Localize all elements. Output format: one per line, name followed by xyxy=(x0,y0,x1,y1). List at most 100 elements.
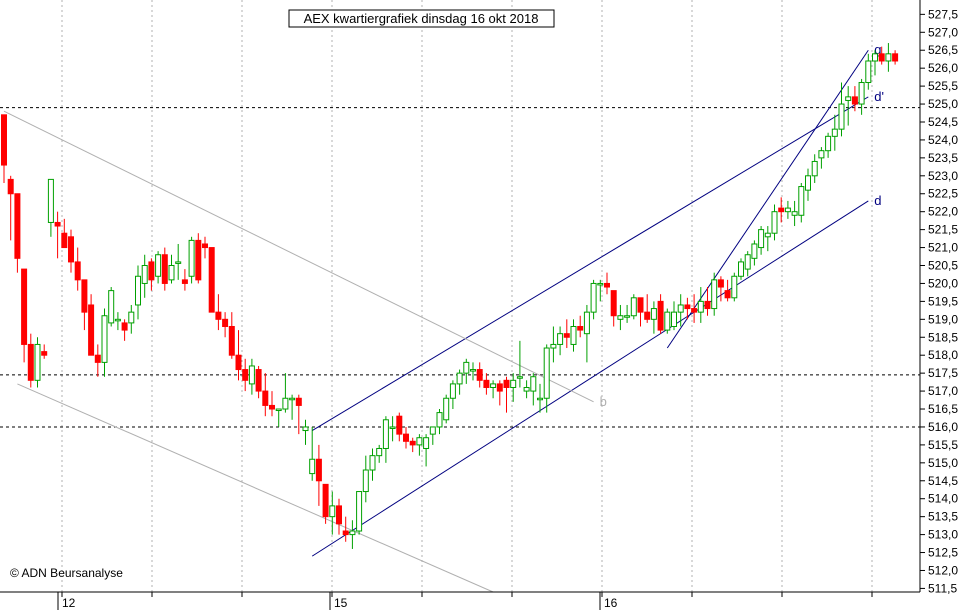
trendline-label: b xyxy=(600,394,607,409)
y-tick-label: 524,0 xyxy=(928,133,958,147)
candle-body xyxy=(805,175,811,191)
candle-body xyxy=(289,397,296,401)
candle-body xyxy=(845,96,852,101)
candle-body xyxy=(664,311,671,331)
y-tick-label: 527,5 xyxy=(928,7,958,21)
candle-body xyxy=(744,254,751,270)
candle-body xyxy=(416,437,423,446)
candle-body xyxy=(503,379,510,388)
candle-body xyxy=(255,369,262,392)
candle-body xyxy=(88,304,95,356)
y-tick-label: 515,0 xyxy=(928,456,958,470)
y-tick-label: 517,5 xyxy=(928,366,958,380)
candle-body xyxy=(68,236,74,263)
trendline xyxy=(311,200,869,557)
candle-body xyxy=(228,325,235,356)
y-tick-label: 521,0 xyxy=(928,241,958,255)
candle-body xyxy=(530,376,537,392)
y-tick-label: 511,5 xyxy=(928,581,957,595)
candle-body xyxy=(523,386,530,392)
y-tick-label: 527,0 xyxy=(928,25,958,39)
candle-body xyxy=(892,53,899,62)
candle-body xyxy=(302,426,309,432)
candle-body xyxy=(188,239,195,277)
candle-body xyxy=(148,261,155,281)
candle-body xyxy=(235,354,242,371)
candle-body xyxy=(21,268,28,345)
trendlines: g d' d b xyxy=(3,42,884,593)
candle-body xyxy=(470,369,476,372)
trendline-label: d xyxy=(874,193,881,208)
candle-body xyxy=(543,347,550,399)
grid xyxy=(61,0,873,592)
y-tick-label: 513,5 xyxy=(928,510,958,524)
candle-body xyxy=(429,426,436,435)
candle-body xyxy=(47,178,54,223)
candle-body xyxy=(791,211,798,216)
candle-body xyxy=(349,530,356,536)
candle-body xyxy=(872,53,878,62)
candle-body xyxy=(771,211,778,234)
candle-body xyxy=(671,311,677,327)
candle-body xyxy=(101,315,108,363)
candle-body xyxy=(456,372,463,385)
y-tick-label: 525,0 xyxy=(928,97,958,111)
candle-body xyxy=(309,458,316,475)
candle-body xyxy=(135,275,141,306)
candle-body xyxy=(181,279,188,284)
candle-body xyxy=(617,315,624,320)
candle-body xyxy=(697,300,704,313)
candle-body xyxy=(510,379,517,388)
candle-body xyxy=(604,282,610,288)
candle-body xyxy=(403,433,409,442)
candle-body xyxy=(644,311,651,320)
candle-body xyxy=(322,483,329,518)
candle-body xyxy=(624,315,631,318)
candle-body xyxy=(865,60,872,84)
candle-body xyxy=(784,207,791,213)
candle-body xyxy=(677,304,684,313)
candle-body xyxy=(128,311,135,324)
candle-body xyxy=(168,265,175,281)
y-tick-label: 519,0 xyxy=(928,312,958,326)
candle-body xyxy=(329,505,336,518)
candle-body xyxy=(382,419,389,449)
y-tick-label: 522,0 xyxy=(928,205,958,219)
candle-body xyxy=(811,160,818,177)
y-tick-label: 516,5 xyxy=(928,402,958,416)
candle-body xyxy=(34,343,41,381)
candle-body xyxy=(215,311,222,320)
y-tick-label: 520,5 xyxy=(928,259,958,273)
candle-body xyxy=(141,265,148,284)
y-tick-label: 526,5 xyxy=(928,43,958,57)
candle-body xyxy=(590,282,597,313)
candle-body xyxy=(275,408,282,412)
candle-body xyxy=(577,325,584,331)
candle-body xyxy=(269,404,275,410)
candle-body xyxy=(262,390,269,406)
candle-body xyxy=(61,232,68,249)
candle-body xyxy=(885,53,892,62)
candle-body xyxy=(818,150,825,159)
candle-body xyxy=(657,300,664,331)
candle-body xyxy=(121,322,128,331)
y-tick-label: 521,5 xyxy=(928,223,958,237)
candle-body xyxy=(630,297,637,317)
candle-body xyxy=(369,455,376,471)
candle-body xyxy=(691,308,698,313)
candle-body xyxy=(878,53,885,62)
candle-body xyxy=(208,247,215,313)
candle-body xyxy=(7,178,14,195)
candle-body xyxy=(396,415,403,435)
candle-body xyxy=(195,239,202,281)
y-tick-label: 512,5 xyxy=(928,546,958,560)
y-tick-label: 513,0 xyxy=(928,528,958,542)
y-tick-label: 520,0 xyxy=(928,276,958,290)
y-tick-label: 517,0 xyxy=(928,384,958,398)
y-tick-label: 526,0 xyxy=(928,61,958,75)
candle-body xyxy=(537,397,543,401)
axes: 511,5 512,0 512,5 513,0 513,5 514,0 514,5 515,0… xyxy=(0,0,958,610)
y-tick-label: 518,5 xyxy=(928,330,958,344)
candle-body xyxy=(409,440,416,446)
candle-body xyxy=(315,458,322,482)
